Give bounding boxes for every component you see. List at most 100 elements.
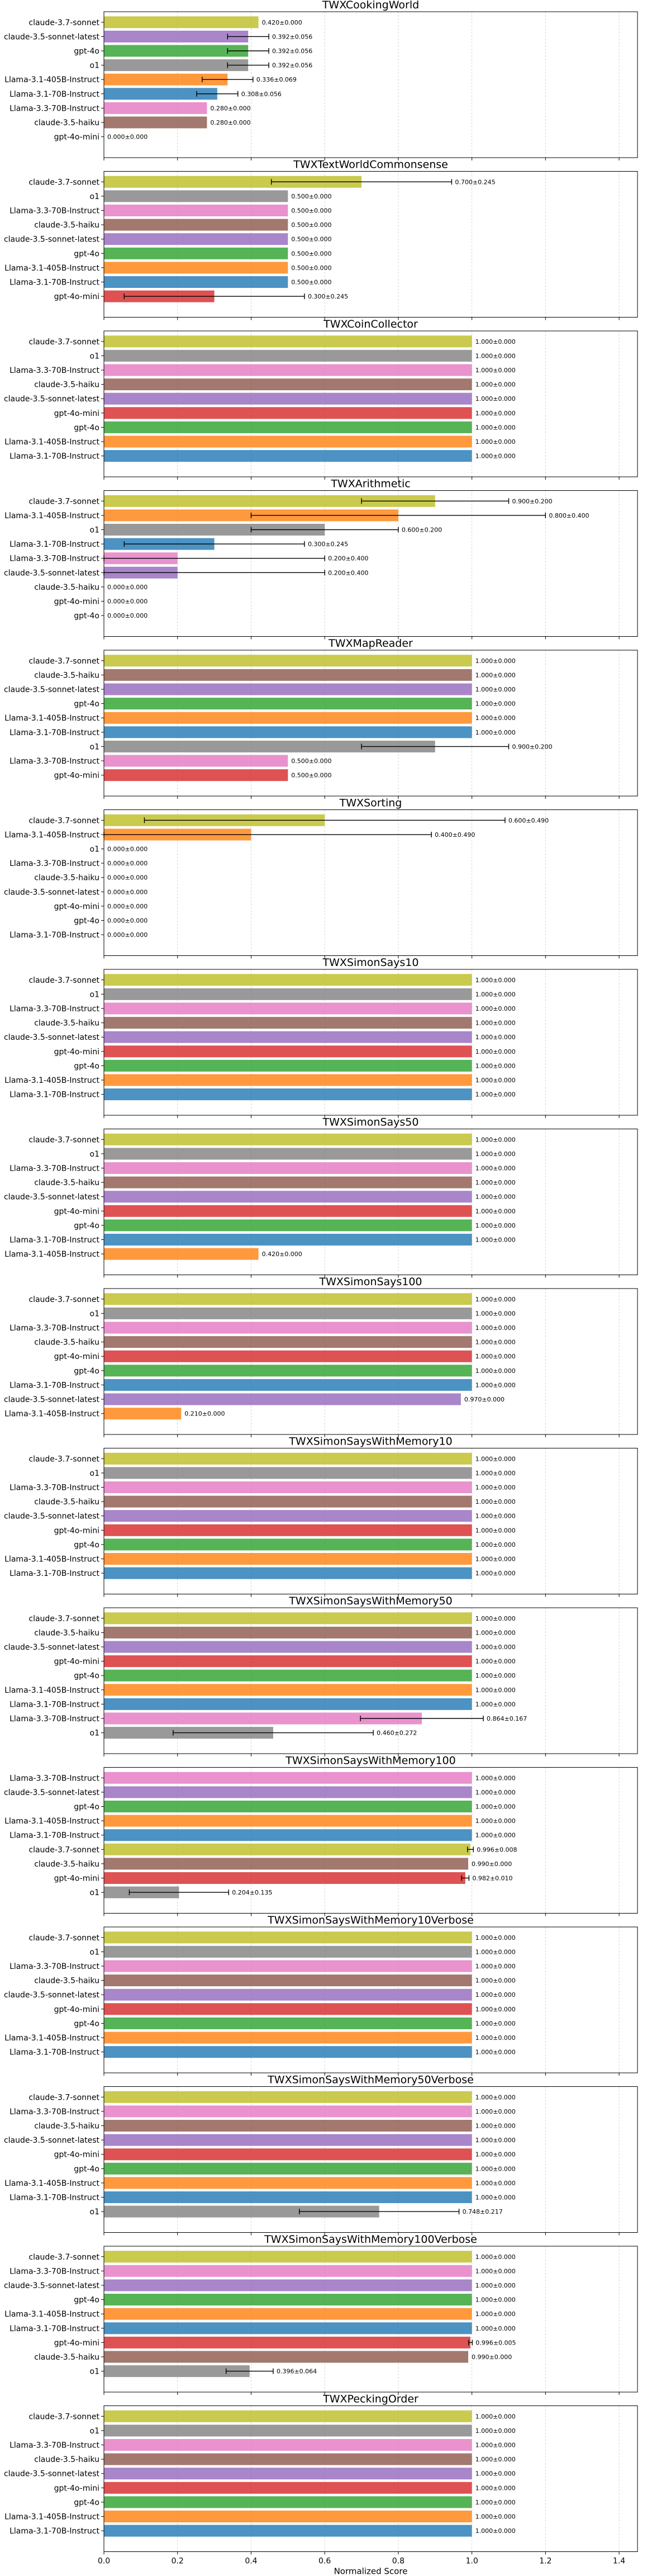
y-tick-label: o1 xyxy=(90,1948,99,1957)
bar xyxy=(104,1467,472,1479)
bar xyxy=(104,974,472,986)
y-tick-label: Llama-3.1-405B-Instruct xyxy=(4,1686,99,1695)
data-label: 0.392±0.056 xyxy=(272,48,312,55)
y-tick-label: claude-3.5-haiku xyxy=(34,1019,99,1028)
y-tick-label: gpt-4o-mini xyxy=(54,2484,99,2493)
bar xyxy=(104,726,472,738)
y-tick-label: gpt-4o xyxy=(74,423,99,432)
y-tick-label: Llama-3.1-405B-Instruct xyxy=(4,2513,99,2522)
bar xyxy=(104,59,249,72)
data-label: 1.000±0.000 xyxy=(475,1687,516,1694)
data-label: 1.000±0.000 xyxy=(475,1498,516,1505)
y-tick-label: gpt-4o-mini xyxy=(54,2151,99,2160)
y-tick-label: claude-3.5-haiku xyxy=(34,2122,99,2131)
data-label: 1.000±0.000 xyxy=(475,1194,516,1201)
data-label: 0.280±0.000 xyxy=(210,119,250,126)
data-label: 1.000±0.000 xyxy=(475,1310,516,1317)
y-tick-label: gpt-4o-mini xyxy=(54,292,99,301)
y-tick-label: claude-3.7-sonnet xyxy=(28,497,99,506)
y-tick-label: Llama-3.1-70B-Instruct xyxy=(9,1381,99,1390)
bar xyxy=(104,1322,472,1334)
y-tick-label: o1 xyxy=(90,742,99,751)
data-label: 1.000±0.000 xyxy=(475,338,516,345)
bar xyxy=(104,421,472,433)
axes-frame xyxy=(103,330,638,477)
data-label: 0.500±0.000 xyxy=(291,250,331,257)
y-tick-label: claude-3.7-sonnet xyxy=(28,2253,99,2262)
data-label: 1.000±0.000 xyxy=(475,2253,516,2261)
axes-frame xyxy=(103,969,638,1116)
data-label: 1.000±0.000 xyxy=(475,1324,516,1332)
bar xyxy=(104,233,288,245)
bar xyxy=(104,769,288,782)
y-tick-label: claude-3.5-sonnet-latest xyxy=(4,2281,100,2290)
axes-frame xyxy=(103,171,638,318)
data-label: 0.460±0.272 xyxy=(377,1730,417,1737)
y-tick-label: o1 xyxy=(90,990,99,999)
y-tick-label: Llama-3.1-70B-Instruct xyxy=(9,931,99,940)
bar xyxy=(104,1612,472,1625)
data-label: 1.000±0.000 xyxy=(475,367,516,374)
data-label: 0.204±0.135 xyxy=(232,1889,272,1896)
bar xyxy=(104,1801,472,1812)
bar xyxy=(104,407,472,419)
panel-10: TWXSimonSaysWithMemory10 claude-3.7-sonne… xyxy=(4,1436,638,1597)
y-tick-label: Llama-3.3-70B-Instruct xyxy=(9,757,99,766)
bar xyxy=(104,2308,472,2320)
y-tick-label: claude-3.5-haiku xyxy=(34,1338,99,1347)
y-tick-label: o1 xyxy=(90,1150,99,1159)
data-label: 1.000±0.000 xyxy=(475,395,516,402)
y-tick-label: claude-3.5-haiku xyxy=(34,583,99,592)
data-label: 0.500±0.000 xyxy=(291,757,331,765)
bar xyxy=(104,683,472,695)
data-label: 0.900±0.200 xyxy=(512,498,552,505)
y-tick-label: Llama-3.1-70B-Instruct xyxy=(9,2324,99,2333)
bar xyxy=(104,1191,472,1203)
y-tick-label: o1 xyxy=(90,2427,99,2436)
bar xyxy=(104,495,435,507)
bar xyxy=(104,1872,465,1884)
bar xyxy=(104,2120,472,2132)
y-tick-label: Llama-3.1-405B-Instruct xyxy=(4,1076,99,1085)
y-tick-label: Llama-3.3-70B-Instruct xyxy=(9,1962,99,1971)
data-label: 0.000±0.000 xyxy=(107,931,148,939)
bar xyxy=(104,1307,472,1319)
x-axis-label: Normalized Score xyxy=(334,2566,408,2576)
data-label: 1.000±0.000 xyxy=(475,1091,516,1098)
data-label: 1.000±0.000 xyxy=(475,2267,516,2275)
data-label: 1.000±0.000 xyxy=(475,2442,516,2449)
data-label: 1.000±0.000 xyxy=(475,2034,516,2042)
data-label: 1.000±0.000 xyxy=(475,2427,516,2435)
bar xyxy=(104,1945,472,1958)
y-tick-label: claude-3.7-sonnet xyxy=(28,2412,99,2421)
bar xyxy=(104,2017,472,2029)
y-tick-label: gpt-4o xyxy=(74,1367,99,1376)
y-tick-label: Llama-3.1-405B-Instruct xyxy=(4,264,99,273)
bar xyxy=(104,2191,472,2203)
y-tick-label: Llama-3.1-70B-Instruct xyxy=(9,1091,99,1100)
data-label: 0.996±0.008 xyxy=(477,1846,517,1853)
bar xyxy=(104,2134,472,2146)
y-tick-label: claude-3.5-sonnet-latest xyxy=(4,2136,100,2145)
bar xyxy=(104,1452,472,1465)
bar xyxy=(104,1234,472,1246)
bar xyxy=(104,755,288,767)
panel-8: TWXSimonSays50 claude-3.7-sonnet 1.000±0.0… xyxy=(4,1116,638,1278)
data-label: 0.210±0.000 xyxy=(184,1410,225,1418)
y-tick-label: claude-3.5-sonnet-latest xyxy=(4,395,100,404)
data-label: 1.000±0.000 xyxy=(475,991,516,998)
y-tick-label: Llama-3.1-70B-Instruct xyxy=(9,452,99,461)
y-tick-label: claude-3.7-sonnet xyxy=(28,816,99,825)
bar xyxy=(104,988,472,1000)
axes-frame xyxy=(103,1288,638,1435)
data-label: 1.000±0.000 xyxy=(475,2499,516,2506)
bar xyxy=(104,1293,472,1305)
panel-title: TWXSimonSays100 xyxy=(318,1276,422,1288)
panel-title: TWXPeckingOrder xyxy=(322,2393,418,2405)
y-tick-label: o1 xyxy=(90,526,99,535)
data-label: 1.000±0.000 xyxy=(475,2108,516,2115)
panel-13: TWXSimonSaysWithMemory10Verbose claude-3.… xyxy=(4,1914,638,2076)
data-label: 1.000±0.000 xyxy=(475,657,516,665)
data-label: 1.000±0.000 xyxy=(475,2513,516,2521)
bar xyxy=(104,2468,472,2480)
